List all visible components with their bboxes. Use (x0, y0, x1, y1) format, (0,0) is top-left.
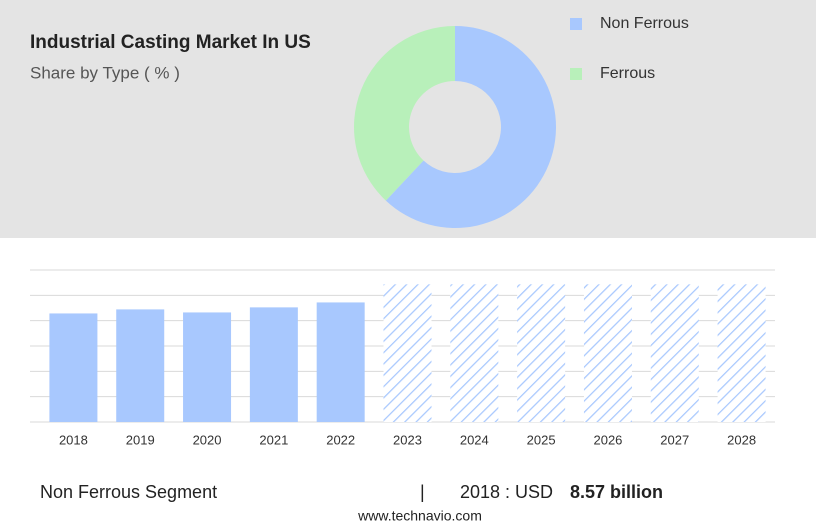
forecast-bar (583, 284, 632, 422)
footer-value: 8.57 billion (570, 482, 663, 502)
chart-subtitle: Share by Type ( % ) (30, 63, 180, 82)
x-tick-label: 2021 (259, 432, 288, 447)
forecast-bar (717, 284, 766, 422)
legend-swatch (570, 18, 582, 30)
x-tick-label: 2023 (393, 432, 422, 447)
legend-swatch (570, 68, 582, 80)
legend-label: Non Ferrous (600, 15, 689, 32)
footer-separator: | (420, 482, 425, 502)
forecast-bar (517, 284, 566, 422)
forecast-bar (650, 284, 699, 422)
x-tick-label: 2027 (660, 432, 689, 447)
forecast-bar (450, 284, 499, 422)
x-tick-label: 2024 (460, 432, 489, 447)
x-tick-label: 2019 (126, 432, 155, 447)
donut-slice (385, 26, 557, 228)
footer-year: 2018 : USD (460, 482, 553, 502)
x-tick-label: 2020 (193, 432, 222, 447)
bar (183, 312, 232, 422)
chart-title: Industrial Casting Market In US (30, 32, 311, 53)
x-tick-label: 2022 (326, 432, 355, 447)
x-tick-label: 2025 (527, 432, 556, 447)
forecast-bar (383, 284, 432, 422)
bar (49, 313, 98, 422)
bar (116, 309, 165, 422)
bar (316, 302, 365, 422)
bar (249, 307, 298, 422)
x-tick-label: 2018 (59, 432, 88, 447)
x-tick-label: 2028 (727, 432, 756, 447)
legend-label: Ferrous (600, 65, 655, 82)
x-tick-label: 2026 (593, 432, 622, 447)
donut-slice (354, 25, 455, 201)
footer-segment: Non Ferrous Segment (40, 482, 217, 502)
source: www.technavio.com (357, 508, 482, 524)
